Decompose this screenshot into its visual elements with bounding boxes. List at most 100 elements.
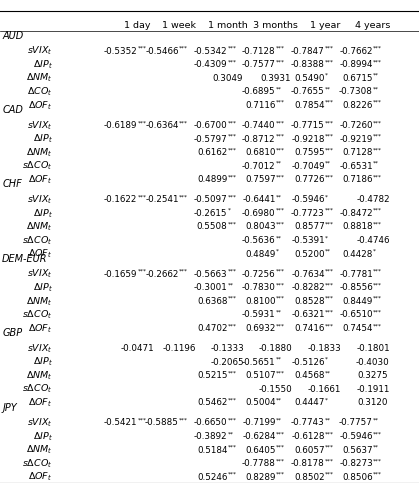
Text: *: * xyxy=(325,235,328,240)
Text: -0.7634: -0.7634 xyxy=(291,270,325,279)
Text: CHF: CHF xyxy=(2,179,22,189)
Text: -0.2662: -0.2662 xyxy=(145,270,179,279)
Text: 0.8100: 0.8100 xyxy=(245,297,276,306)
Text: ***: *** xyxy=(373,46,382,51)
Text: ***: *** xyxy=(373,458,382,463)
Text: ***: *** xyxy=(325,283,334,287)
Text: -0.8472: -0.8472 xyxy=(339,209,373,218)
Text: ***: *** xyxy=(137,418,146,423)
Text: -0.7715: -0.7715 xyxy=(291,121,325,130)
Text: DEM-EUR: DEM-EUR xyxy=(2,254,48,264)
Text: -0.1880: -0.1880 xyxy=(259,344,292,353)
Text: **: ** xyxy=(276,195,282,199)
Text: $\Delta IP_t$: $\Delta IP_t$ xyxy=(33,133,52,145)
Text: ***: *** xyxy=(228,323,236,328)
Text: -0.5651: -0.5651 xyxy=(242,357,276,367)
Text: -0.5885: -0.5885 xyxy=(145,418,179,427)
Text: 0.8506: 0.8506 xyxy=(342,473,373,482)
Text: 1 year: 1 year xyxy=(310,21,340,29)
Text: -0.5421: -0.5421 xyxy=(104,418,137,427)
Text: ***: *** xyxy=(325,222,334,227)
Text: ***: *** xyxy=(179,418,188,423)
Text: CAD: CAD xyxy=(2,105,23,115)
Text: $\Delta CO_t$: $\Delta CO_t$ xyxy=(27,85,52,98)
Text: -0.6189: -0.6189 xyxy=(104,121,137,130)
Text: 0.5508: 0.5508 xyxy=(197,223,228,231)
Text: JPY: JPY xyxy=(2,402,17,412)
Text: ***: *** xyxy=(373,431,382,436)
Text: 0.5246: 0.5246 xyxy=(197,473,228,482)
Text: ***: *** xyxy=(276,100,285,105)
Text: ***: *** xyxy=(325,269,334,274)
Text: **: ** xyxy=(276,398,282,402)
Text: 3 months: 3 months xyxy=(253,21,298,29)
Text: -0.2065: -0.2065 xyxy=(211,357,244,367)
Text: ***: *** xyxy=(276,134,285,139)
Text: -0.5931: -0.5931 xyxy=(242,311,276,319)
Text: ***: *** xyxy=(137,46,146,51)
Text: ***: *** xyxy=(276,147,285,152)
Text: *: * xyxy=(276,249,279,254)
Text: **: ** xyxy=(373,161,379,166)
Text: **: ** xyxy=(276,310,282,314)
Text: **: ** xyxy=(276,161,282,166)
Text: 0.7595: 0.7595 xyxy=(294,148,325,157)
Text: 0.5490: 0.5490 xyxy=(294,74,325,83)
Text: 0.6057: 0.6057 xyxy=(294,446,325,455)
Text: -0.3001: -0.3001 xyxy=(194,283,228,292)
Text: -0.7577: -0.7577 xyxy=(242,60,276,69)
Text: ***: *** xyxy=(325,296,334,301)
Text: *: * xyxy=(325,195,328,199)
Text: 0.7454: 0.7454 xyxy=(342,324,373,333)
Text: 0.3049: 0.3049 xyxy=(212,74,243,83)
Text: 0.8289: 0.8289 xyxy=(245,473,276,482)
Text: ***: *** xyxy=(276,269,285,274)
Text: -0.5466: -0.5466 xyxy=(145,46,179,56)
Text: $sVIX_t$: $sVIX_t$ xyxy=(27,268,52,281)
Text: -0.8178: -0.8178 xyxy=(291,459,325,468)
Text: 0.3275: 0.3275 xyxy=(357,371,388,380)
Text: ***: *** xyxy=(325,431,334,436)
Text: ***: *** xyxy=(228,222,236,227)
Text: **: ** xyxy=(276,418,282,423)
Text: **: ** xyxy=(276,235,282,240)
Text: 1 month: 1 month xyxy=(208,21,247,29)
Text: 0.4899: 0.4899 xyxy=(197,175,228,184)
Text: -0.7199: -0.7199 xyxy=(242,418,276,427)
Text: 0.6932: 0.6932 xyxy=(246,324,276,333)
Text: ***: *** xyxy=(276,323,285,328)
Text: ***: *** xyxy=(325,445,334,450)
Text: GBP: GBP xyxy=(2,328,22,338)
Text: *: * xyxy=(373,249,376,254)
Text: ***: *** xyxy=(228,370,236,375)
Text: *: * xyxy=(325,357,328,362)
Text: 0.5462: 0.5462 xyxy=(197,398,228,407)
Text: ***: *** xyxy=(179,195,188,199)
Text: $sVIX_t$: $sVIX_t$ xyxy=(27,342,52,355)
Text: 4 years: 4 years xyxy=(355,21,391,29)
Text: -0.7256: -0.7256 xyxy=(242,270,276,279)
Text: -0.1659: -0.1659 xyxy=(104,270,137,279)
Text: -0.6531: -0.6531 xyxy=(339,162,373,170)
Text: -0.8994: -0.8994 xyxy=(339,60,373,69)
Text: 0.4702: 0.4702 xyxy=(197,324,228,333)
Text: 0.3120: 0.3120 xyxy=(358,398,388,407)
Text: -0.9218: -0.9218 xyxy=(291,134,325,143)
Text: -0.7723: -0.7723 xyxy=(291,209,325,218)
Text: $s\Delta CO_t$: $s\Delta CO_t$ xyxy=(22,234,52,247)
Text: -0.8712: -0.8712 xyxy=(242,134,276,143)
Text: $s\Delta CO_t$: $s\Delta CO_t$ xyxy=(22,457,52,470)
Text: -0.5126: -0.5126 xyxy=(291,357,325,367)
Text: -0.1801: -0.1801 xyxy=(356,344,390,353)
Text: -0.4782: -0.4782 xyxy=(356,195,390,204)
Text: ***: *** xyxy=(276,222,285,227)
Text: -0.4746: -0.4746 xyxy=(356,236,390,245)
Text: -0.7788: -0.7788 xyxy=(242,459,276,468)
Text: ***: *** xyxy=(373,323,382,328)
Text: ***: *** xyxy=(179,46,188,51)
Text: -0.7260: -0.7260 xyxy=(339,121,373,130)
Text: -0.1661: -0.1661 xyxy=(308,385,341,394)
Text: ***: *** xyxy=(373,310,382,314)
Text: ***: *** xyxy=(373,472,382,477)
Text: $\Delta OF_t$: $\Delta OF_t$ xyxy=(28,248,52,260)
